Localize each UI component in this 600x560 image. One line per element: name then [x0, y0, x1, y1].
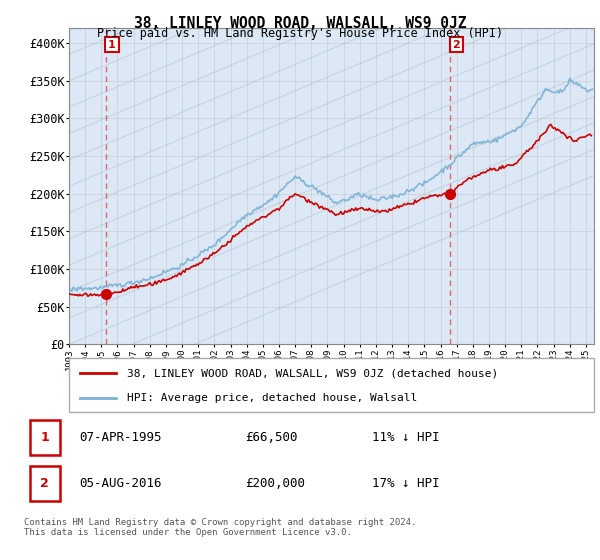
Bar	[29, 420, 60, 455]
Text: 07-APR-1995: 07-APR-1995	[79, 431, 162, 444]
Text: £66,500: £66,500	[245, 431, 298, 444]
Point	[101, 290, 110, 299]
Text: 1: 1	[40, 431, 49, 444]
Bar	[29, 466, 60, 501]
Point	[445, 189, 455, 198]
Text: 38, LINLEY WOOD ROAD, WALSALL, WS9 0JZ (detached house): 38, LINLEY WOOD ROAD, WALSALL, WS9 0JZ (…	[127, 368, 498, 379]
Text: 2: 2	[452, 40, 460, 50]
Text: 05-AUG-2016: 05-AUG-2016	[79, 477, 162, 490]
Text: Contains HM Land Registry data © Crown copyright and database right 2024.
This d: Contains HM Land Registry data © Crown c…	[24, 518, 416, 538]
Text: 38, LINLEY WOOD ROAD, WALSALL, WS9 0JZ: 38, LINLEY WOOD ROAD, WALSALL, WS9 0JZ	[134, 16, 466, 31]
Text: HPI: Average price, detached house, Walsall: HPI: Average price, detached house, Wals…	[127, 393, 417, 403]
Text: 2: 2	[40, 477, 49, 490]
Text: Price paid vs. HM Land Registry's House Price Index (HPI): Price paid vs. HM Land Registry's House …	[97, 27, 503, 40]
Text: 11% ↓ HPI: 11% ↓ HPI	[372, 431, 439, 444]
Text: 17% ↓ HPI: 17% ↓ HPI	[372, 477, 439, 490]
Text: £200,000: £200,000	[245, 477, 305, 490]
Text: 1: 1	[108, 40, 116, 50]
